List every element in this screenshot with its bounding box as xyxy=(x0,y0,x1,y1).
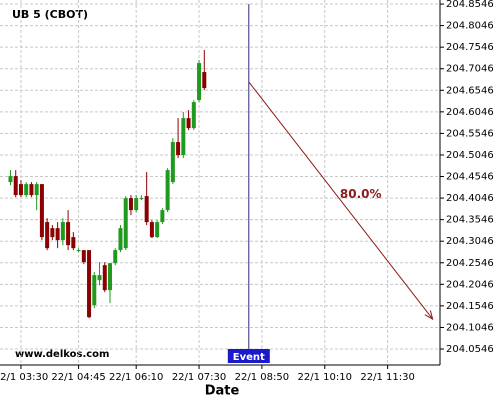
candle-body xyxy=(134,198,139,211)
candle-body xyxy=(186,118,191,129)
y-tick-label: 204.6046 xyxy=(446,107,494,118)
candle-body xyxy=(66,222,71,246)
candle-body xyxy=(55,228,60,241)
candle-body xyxy=(39,184,44,238)
y-tick-label: 204.0546 xyxy=(446,344,494,355)
watermark: www.delkos.com xyxy=(15,349,109,360)
x-tick-label: 22/1 07:30 xyxy=(172,372,226,383)
candle-body xyxy=(123,198,128,249)
y-tick-label: 204.8046 xyxy=(446,21,494,32)
y-tick-label: 204.3046 xyxy=(446,236,494,247)
x-tick-label: 22/1 11:30 xyxy=(360,372,414,383)
candle-body xyxy=(34,184,39,196)
candle-body xyxy=(8,176,13,183)
candle-body xyxy=(118,228,123,251)
candle-body xyxy=(71,237,76,249)
y-tick-label: 204.2546 xyxy=(446,258,494,269)
candle-body xyxy=(113,250,118,264)
arrow-head xyxy=(424,310,434,321)
event-box xyxy=(227,349,270,363)
x-tick-label: 22/1 08:50 xyxy=(235,372,289,383)
candle-body xyxy=(97,275,102,281)
x-tick-label: 22/1 10:10 xyxy=(298,372,352,383)
y-tick-label: 204.2046 xyxy=(446,279,494,290)
candle-body xyxy=(92,275,97,306)
y-tick-label: 204.4546 xyxy=(446,172,494,183)
candle-body xyxy=(176,142,181,156)
candle-body xyxy=(108,263,112,291)
x-tick-label: 22/1 06:10 xyxy=(109,372,163,383)
candle-body xyxy=(170,142,175,183)
y-tick-label: 204.3546 xyxy=(446,215,494,226)
y-tick-label: 204.5046 xyxy=(446,150,494,161)
candle-body xyxy=(155,222,160,238)
candle-body xyxy=(191,102,196,129)
y-tick-label: 204.8546 xyxy=(446,0,494,10)
candle-body xyxy=(18,184,23,196)
x-tick-label: 22/1 04:45 xyxy=(51,372,105,383)
forecast-arrow xyxy=(248,81,434,320)
candle-body xyxy=(45,222,50,249)
x-axis-title: Date xyxy=(205,384,240,399)
y-tick-label: 204.1546 xyxy=(446,301,494,312)
y-tick-label: 204.6546 xyxy=(446,85,494,96)
y-tick-label: 204.7046 xyxy=(446,64,494,75)
candle-body xyxy=(160,210,165,223)
chart-title: UB 5 (CBOT) xyxy=(12,8,88,21)
y-tick-label: 204.7546 xyxy=(446,42,494,53)
candle-body xyxy=(139,198,144,200)
candle-body xyxy=(197,63,202,101)
candle-body xyxy=(76,250,81,252)
candle-body xyxy=(81,250,86,263)
event-label: Event xyxy=(233,352,265,363)
candle-body xyxy=(165,170,170,211)
y-tick-label: 204.4046 xyxy=(446,193,494,204)
candle-body xyxy=(149,222,154,238)
candle-body xyxy=(181,118,186,156)
candle-body xyxy=(24,184,29,196)
candle-body xyxy=(13,176,18,196)
arrow-label: 80.0% xyxy=(340,187,382,201)
candle-body xyxy=(144,196,149,223)
candle-body xyxy=(50,228,55,238)
y-tick-label: 204.1046 xyxy=(446,322,494,333)
candle-body xyxy=(128,198,133,211)
y-tick-label: 204.5546 xyxy=(446,128,494,139)
candle-body xyxy=(87,250,92,318)
candle-body xyxy=(60,222,65,241)
candle-body xyxy=(102,265,107,291)
candle-body xyxy=(202,72,207,89)
candle-body xyxy=(29,184,34,196)
x-tick-label: 22/1 03:30 xyxy=(0,372,48,383)
